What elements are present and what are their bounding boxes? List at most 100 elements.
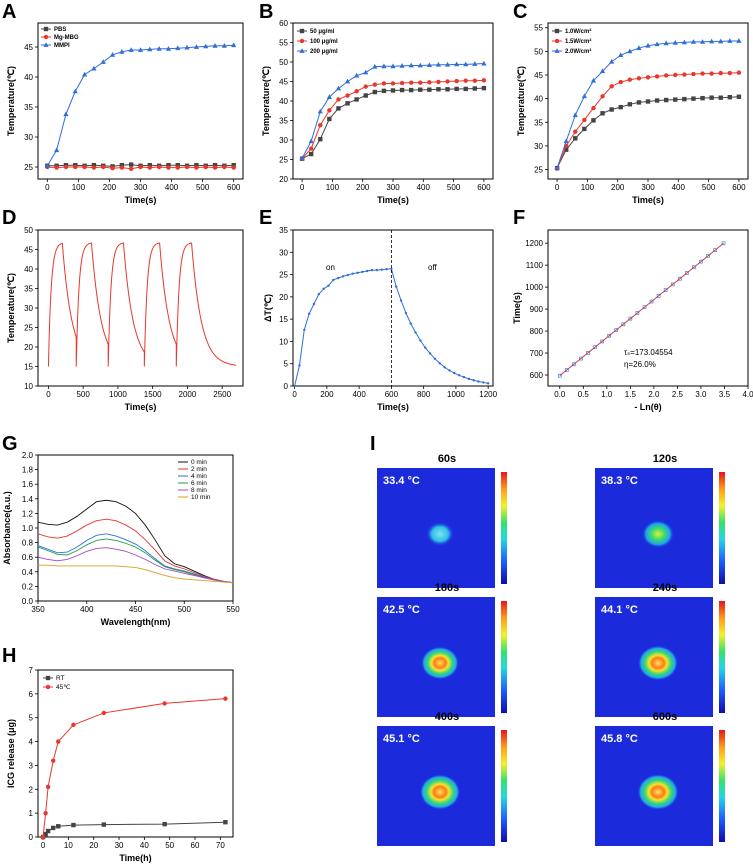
x-tick-label: 1000 xyxy=(109,390,127,399)
data-point xyxy=(221,43,227,48)
data-point xyxy=(427,87,432,92)
y-tick-label: 5 xyxy=(29,714,34,723)
y-tick-label: 20 xyxy=(279,175,288,184)
data-point xyxy=(436,79,441,85)
data-point xyxy=(663,288,668,292)
data-point xyxy=(212,163,218,168)
data-point xyxy=(673,97,678,102)
data-point xyxy=(462,375,466,379)
data-point xyxy=(119,163,125,168)
data-point xyxy=(156,164,162,170)
data-point xyxy=(50,758,56,763)
legend-label: 200 μg/ml xyxy=(310,49,338,55)
data-point xyxy=(354,89,359,94)
data-point xyxy=(312,302,316,306)
y-tick-label: 3 xyxy=(29,761,34,770)
data-point xyxy=(627,77,633,82)
y-tick-label: 0.8 xyxy=(22,539,34,548)
x-tick-label: 300 xyxy=(134,183,148,192)
y-axis-label: ΔT(℃) xyxy=(263,294,273,322)
legend-label: 45℃ xyxy=(56,684,71,691)
data-point xyxy=(101,710,107,716)
data-point xyxy=(428,352,432,355)
data-point xyxy=(448,369,451,372)
data-point xyxy=(110,166,115,171)
x-tick-label: 600 xyxy=(227,183,241,192)
data-point xyxy=(372,63,378,69)
data-point xyxy=(600,94,605,99)
data-point xyxy=(307,312,311,315)
data-point xyxy=(399,63,405,68)
data-point xyxy=(486,382,490,385)
data-point xyxy=(327,116,332,122)
data-point xyxy=(481,60,487,66)
x-tick-label: 400 xyxy=(352,390,366,399)
y-tick-label: 40 xyxy=(24,265,33,274)
data-point xyxy=(414,331,417,334)
legend-marker xyxy=(45,675,51,681)
data-point xyxy=(308,138,314,144)
x-axis-label: Time(s) xyxy=(125,195,157,205)
series-line xyxy=(556,96,739,169)
y-tick-label: 0.6 xyxy=(22,553,34,562)
data-point xyxy=(381,63,387,69)
series-line xyxy=(42,698,226,838)
data-point xyxy=(356,271,359,274)
y-axis-label: ICG release (μg) xyxy=(6,719,16,788)
data-point xyxy=(91,163,97,168)
x-tick-label: 50 xyxy=(165,841,174,850)
thermal-hotspot xyxy=(637,645,679,681)
legend-label: 8 min xyxy=(191,487,207,494)
data-point xyxy=(184,164,190,170)
legend-marker xyxy=(299,38,305,44)
data-point xyxy=(322,287,325,291)
y-axis-label: Absorbance(a.u.) xyxy=(2,491,12,565)
y-tick-label: 6 xyxy=(29,690,34,699)
panel-label-e: E xyxy=(259,207,272,229)
data-point xyxy=(663,73,669,78)
data-point xyxy=(212,43,218,48)
data-point xyxy=(635,311,640,315)
y-axis-label: Temperature(℃) xyxy=(6,66,16,136)
thermal-time-label: 60s xyxy=(438,453,456,465)
x-tick-label: 30 xyxy=(115,841,124,850)
data-point xyxy=(138,164,143,170)
x-tick-label: 2.5 xyxy=(672,390,684,399)
data-point xyxy=(673,72,678,78)
data-point xyxy=(418,87,423,92)
series-line xyxy=(47,242,237,367)
data-point xyxy=(628,316,633,321)
x-tick-label: 0 xyxy=(46,390,51,399)
data-point xyxy=(706,254,710,258)
data-point xyxy=(390,81,396,86)
data-point xyxy=(372,89,378,95)
data-point xyxy=(308,151,314,157)
y-tick-label: 800 xyxy=(530,327,544,336)
data-point xyxy=(336,97,341,102)
data-point xyxy=(691,96,696,101)
thermal-colorbar xyxy=(719,472,725,584)
data-point xyxy=(222,164,227,170)
y-tick-label: 40 xyxy=(534,95,543,104)
data-point xyxy=(56,739,61,744)
data-point xyxy=(482,381,485,384)
data-point xyxy=(50,825,56,831)
data-point xyxy=(709,71,714,76)
data-point xyxy=(327,108,332,113)
annotation-off: off xyxy=(428,263,438,272)
data-point xyxy=(71,822,76,828)
panel-label-a: A xyxy=(2,1,16,23)
data-point xyxy=(681,39,687,45)
data-point xyxy=(317,292,321,296)
data-point xyxy=(645,42,651,48)
x-axis-label: Time(s) xyxy=(377,402,409,412)
data-point xyxy=(591,118,596,123)
data-point xyxy=(663,97,669,103)
data-point xyxy=(332,278,335,282)
x-tick-label: 600 xyxy=(477,183,491,192)
data-point xyxy=(399,80,405,86)
thermal-colorbar xyxy=(501,730,507,842)
y-tick-label: 0.2 xyxy=(22,582,34,591)
thermal-temp-readout: 38.3 °C xyxy=(601,475,638,487)
x-tick-label: 350 xyxy=(31,605,45,614)
